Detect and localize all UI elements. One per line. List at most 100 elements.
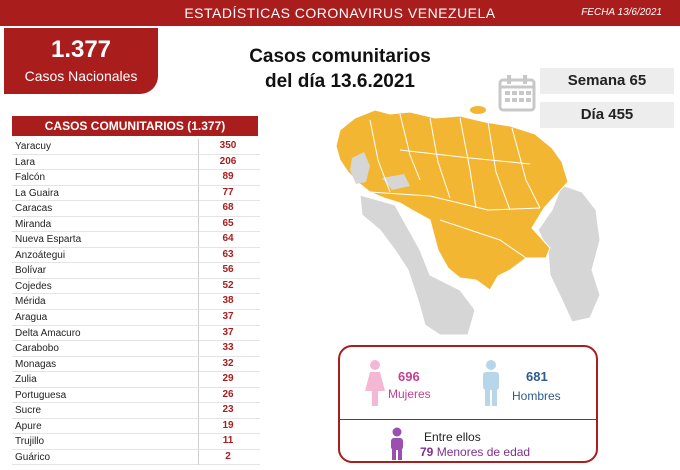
table-row: Portuguesa 26 — [12, 387, 260, 404]
minors-line: 79 Menores de edad — [420, 445, 530, 459]
title-line-1: Casos comunitarios — [249, 46, 431, 67]
minors-label: Menores de edad — [436, 445, 531, 459]
table-row: Yaracuy 350 — [12, 139, 260, 155]
row-separator — [198, 403, 199, 419]
row-separator — [198, 341, 199, 357]
row-value: 56 — [222, 264, 234, 276]
national-cases-number: 1.377 — [50, 36, 112, 63]
row-value: 89 — [222, 171, 234, 183]
row-separator — [198, 278, 199, 294]
row-state: Aragua — [15, 312, 48, 324]
row-state: Cojedes — [15, 280, 52, 292]
row-value: 19 — [222, 419, 234, 431]
row-separator — [198, 310, 199, 326]
row-value: 32 — [222, 357, 234, 369]
table-row: Anzoátegui 63 — [12, 247, 260, 264]
table-row: Monagas 32 — [12, 356, 260, 373]
row-state: Yaracuy — [15, 141, 51, 152]
row-state: Bolívar — [15, 265, 47, 277]
woman-icon — [365, 360, 385, 406]
row-value: 2 — [225, 450, 231, 462]
row-state: Portuguesa — [15, 389, 67, 401]
women-count: 696 — [398, 369, 420, 384]
table-row: Cojedes 52 — [12, 278, 260, 295]
row-separator — [198, 418, 199, 434]
map-neighbor-east — [537, 184, 601, 323]
row-separator — [198, 372, 199, 388]
men-count: 681 — [526, 369, 548, 384]
row-state: Mérida — [15, 296, 46, 308]
row-state: Monagas — [15, 358, 57, 370]
row-state: Miranda — [15, 218, 52, 230]
row-separator — [198, 387, 199, 403]
day-badge: Día 455 — [540, 102, 674, 128]
table-row: Mérida 38 — [12, 294, 260, 311]
row-state: Falcón — [15, 172, 46, 184]
row-state: Nueva Esparta — [15, 234, 82, 246]
women-label: Mujeres — [388, 387, 431, 401]
row-value: 350 — [219, 140, 237, 151]
row-separator — [198, 154, 199, 170]
row-separator — [198, 325, 199, 341]
table-row: Nueva Esparta 64 — [12, 232, 260, 248]
row-value: 29 — [222, 373, 234, 385]
cases-table: Yaracuy 350 Lara 206 Falcón 89 La Guaira 77 Cara… — [12, 139, 260, 466]
row-separator — [198, 170, 199, 186]
row-separator — [198, 232, 199, 248]
table-row: Zulia 29 — [12, 372, 260, 388]
banner-title: ESTADÍSTICAS CORONAVIRUS VENEZUELA — [184, 5, 496, 21]
table-row: La Guaira 77 — [12, 185, 260, 202]
table-row: Aragua 37 — [12, 310, 260, 326]
row-state: Lara — [15, 156, 36, 168]
row-value: 206 — [219, 155, 237, 167]
row-value: 23 — [222, 404, 234, 416]
banner-date: FECHA 13/6/2021 — [581, 7, 662, 18]
week-badge: Semana 65 — [540, 68, 674, 94]
map-island — [470, 106, 486, 114]
row-value: 68 — [222, 202, 234, 214]
table-row: Guárico 2 — [12, 449, 260, 466]
row-value: 37 — [222, 311, 234, 323]
row-state: Guárico — [15, 451, 51, 463]
among-label: Entre ellos — [424, 430, 481, 444]
row-value: 26 — [222, 388, 234, 400]
map-neighbor-west — [359, 194, 476, 336]
table-row: Carabobo 33 — [12, 341, 260, 357]
row-value: 77 — [222, 186, 234, 198]
row-value: 65 — [222, 217, 234, 229]
row-state: Sucre — [15, 405, 42, 417]
row-separator — [198, 247, 199, 263]
map-venezuela — [335, 109, 569, 291]
table-row: Miranda 65 — [12, 216, 260, 233]
table-row: Delta Amacuro 37 — [12, 325, 260, 342]
gender-box: 696 Mujeres 681 Hombres Entre ellos 79 M… — [338, 345, 598, 463]
row-state: La Guaira — [15, 187, 59, 199]
row-separator — [198, 263, 199, 279]
table-row: Apure 19 — [12, 418, 260, 435]
row-value: 11 — [222, 435, 234, 447]
minors-count: 79 — [420, 445, 434, 459]
table-row: Trujillo 11 — [12, 434, 260, 450]
table-header: CASOS COMUNITARIOS (1.377) — [12, 116, 258, 136]
top-banner: ESTADÍSTICAS CORONAVIRUS VENEZUELA FECHA… — [0, 0, 680, 26]
row-state: Apure — [15, 420, 42, 432]
row-separator — [198, 185, 199, 201]
table-row: Lara 206 — [12, 154, 260, 171]
row-separator — [198, 294, 199, 310]
row-separator — [198, 139, 199, 154]
calendar-icon — [498, 75, 536, 112]
page-title: Casos comunitarios del día 13.6.2021 — [210, 44, 470, 94]
venezuela-map — [335, 106, 601, 336]
table-row: Bolívar 56 — [12, 263, 260, 279]
row-value: 63 — [222, 248, 234, 260]
table-row: Caracas 68 — [12, 201, 260, 217]
row-separator — [198, 356, 199, 372]
row-value: 64 — [222, 233, 234, 245]
gender-divider — [340, 419, 596, 420]
row-state: Anzoátegui — [15, 249, 66, 261]
row-separator — [198, 449, 199, 465]
national-cases-label: Casos Nacionales — [24, 68, 138, 84]
men-label: Hombres — [512, 389, 561, 403]
row-state: Caracas — [15, 203, 53, 215]
man-icon — [483, 360, 499, 406]
